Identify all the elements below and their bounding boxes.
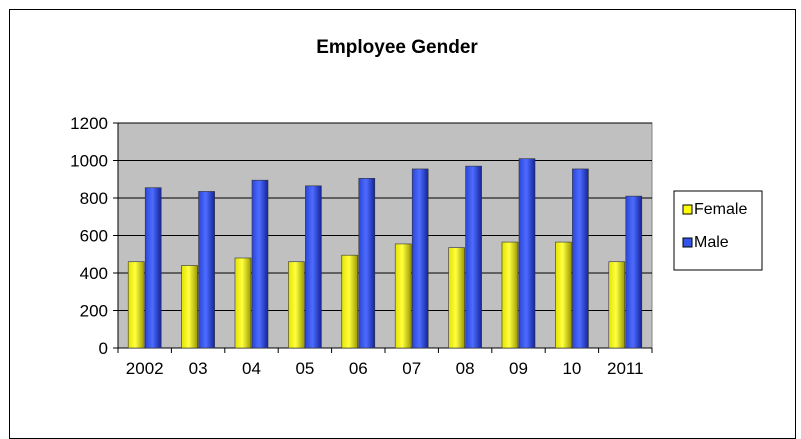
x-tick-label: 07: [402, 359, 421, 378]
bar-male-04: [251, 179, 269, 349]
x-tick-label: 08: [456, 359, 475, 378]
chart-title: Employee Gender: [316, 37, 478, 58]
legend-label-male: Male: [694, 234, 729, 251]
bar-male-2002: [144, 187, 162, 349]
x-tick-label: 03: [189, 359, 208, 378]
y-tick-label: 1000: [70, 152, 108, 171]
employee-gender-chart: Employee Gender 0 200 400 600 800 1000 1200 200…: [70, 37, 763, 378]
y-tick-label: 800: [80, 189, 108, 208]
legend-swatch-male: [682, 237, 693, 248]
bar-male-03: [198, 191, 215, 349]
bar-male-07: [411, 168, 429, 349]
x-tick-label: 10: [562, 359, 581, 378]
bar-male-08: [465, 165, 482, 349]
x-tick-label: 06: [349, 359, 368, 378]
bar-female-05: [288, 261, 305, 349]
bar-female-10: [555, 241, 572, 349]
y-tick-label: 200: [80, 302, 108, 321]
legend-label-female: Female: [694, 201, 747, 218]
bar-female-2002: [127, 261, 145, 349]
bar-female-07: [394, 243, 412, 349]
y-tick-label: 400: [80, 264, 108, 283]
bar-male-06: [358, 178, 376, 349]
bar-female-2011: [608, 261, 626, 349]
y-tick-label: 600: [80, 227, 108, 246]
bar-male-05: [305, 185, 322, 349]
legend: Female Male: [673, 190, 763, 271]
bar-female-09: [501, 241, 519, 349]
bar-male-2011: [625, 195, 643, 349]
bar-male-09: [518, 158, 536, 349]
bar-female-08: [448, 247, 465, 349]
x-tick-label: 04: [242, 359, 261, 378]
x-tick-label: 05: [295, 359, 314, 378]
x-tick-label: 09: [509, 359, 528, 378]
bar-male-10: [572, 168, 589, 349]
plot-area: 0 200 400 600 800 1000 1200 2002 03 04 05 06 07 08 09 1…: [70, 114, 653, 378]
bar-female-06: [341, 254, 359, 349]
y-tick-label: 0: [99, 339, 108, 358]
x-tick-label: 2011: [607, 359, 644, 378]
bar-female-04: [234, 257, 252, 349]
y-tick-label: 1200: [70, 114, 108, 133]
legend-swatch-female: [682, 204, 693, 215]
bar-female-03: [181, 265, 198, 349]
legend-box: [673, 190, 763, 271]
x-tick-label: 2002: [126, 359, 164, 378]
